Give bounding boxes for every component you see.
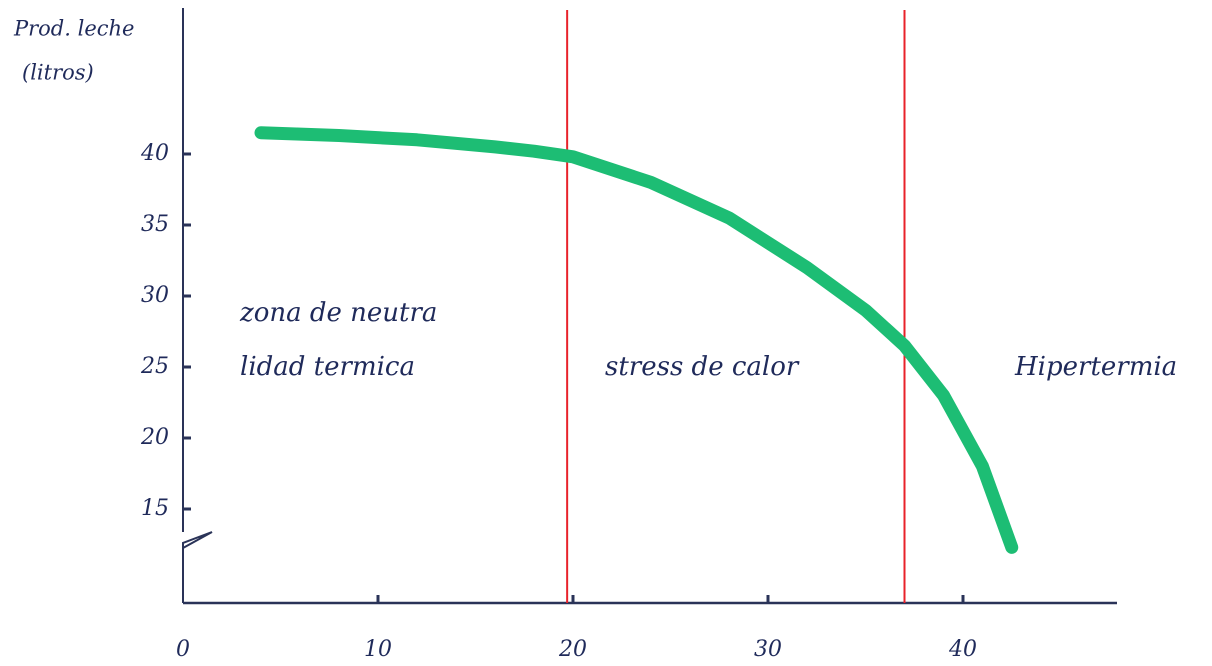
zone-label: Hipertermia — [1014, 352, 1177, 382]
axis-break — [182, 531, 213, 603]
y-tick-label: 20 — [140, 425, 169, 450]
zone-label: lidad termica — [240, 352, 415, 382]
x-tick-label: 40 — [948, 637, 977, 662]
x-tick-label: 0 — [176, 637, 190, 662]
x-tick-label: 10 — [364, 637, 392, 662]
y-tick-label: 40 — [140, 141, 169, 166]
x-tick-label: 30 — [754, 637, 782, 662]
y-tick-label: 15 — [141, 496, 169, 521]
y-tick-label: 30 — [141, 283, 169, 308]
zone-label: zona de neutra — [239, 298, 437, 328]
milk-curve — [254, 126, 1019, 554]
zone-label: stress de calor — [605, 352, 800, 382]
y-axis-label: Prod. leche — [13, 17, 134, 41]
y-tick-label: 35 — [141, 212, 169, 237]
y-tick-label: 25 — [140, 354, 169, 379]
x-tick-label: 20 — [558, 637, 587, 662]
y-axis-label: (litros) — [22, 61, 94, 85]
